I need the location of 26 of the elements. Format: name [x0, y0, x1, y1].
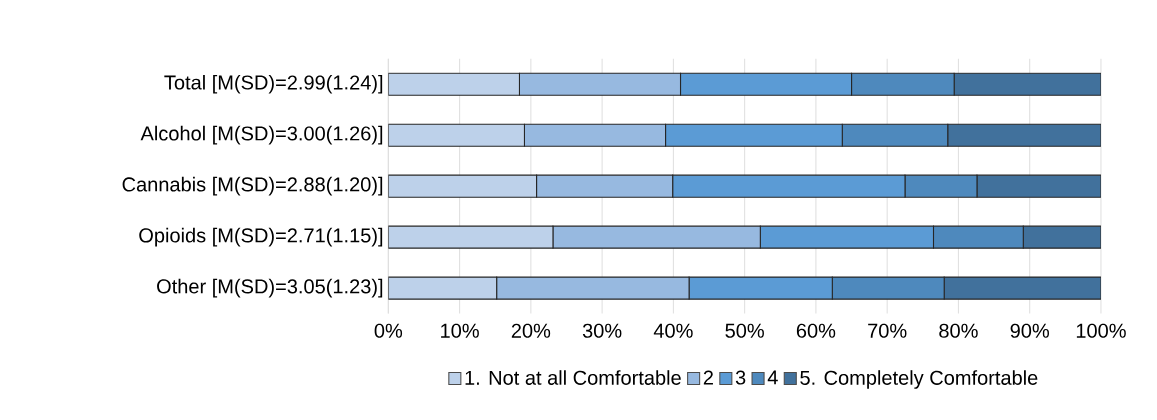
- y-tick-label: Other [M(SD)=3.05(1.23)]: [157, 278, 383, 298]
- x-tick-label: 10%: [441, 323, 479, 338]
- x-tick-label: 40%: [653, 323, 693, 338]
- legend-label: 1. Not at all Comfortable: [465, 370, 681, 385]
- x-tick-label: 100%: [1076, 323, 1126, 338]
- bar: [388, 174, 538, 198]
- legend-label: 5. Completely Comfortable: [800, 370, 1038, 389]
- y-tick-label: Opioids [M(SD)=2.71(1.15)]: [139, 227, 383, 247]
- y-tick-label: Cannabis [M(SD)=2.88(1.20)]: [122, 176, 383, 196]
- legend-label: 3: [735, 370, 746, 385]
- bar: [388, 123, 525, 147]
- bar: [388, 225, 554, 249]
- x-tick-label: 90%: [1010, 323, 1049, 338]
- x-tick-label: 60%: [796, 323, 836, 338]
- bar: [388, 72, 520, 96]
- legend-label: 2: [703, 370, 713, 385]
- y-tick-label: Total [M(SD)=2.99(1.24)]: [164, 74, 383, 94]
- x-tick-label: 30%: [582, 323, 622, 338]
- y-tick-label: Alcohol [M(SD)=3.00(1.26)]: [140, 125, 383, 145]
- legend-label: 4: [767, 370, 778, 385]
- x-tick-label: 80%: [939, 323, 978, 338]
- x-tick-label: 0%: [374, 323, 403, 338]
- bar: [388, 276, 498, 300]
- x-tick-label: 70%: [868, 323, 907, 338]
- x-tick-label: 50%: [725, 323, 764, 338]
- x-tick-label: 20%: [511, 323, 551, 338]
